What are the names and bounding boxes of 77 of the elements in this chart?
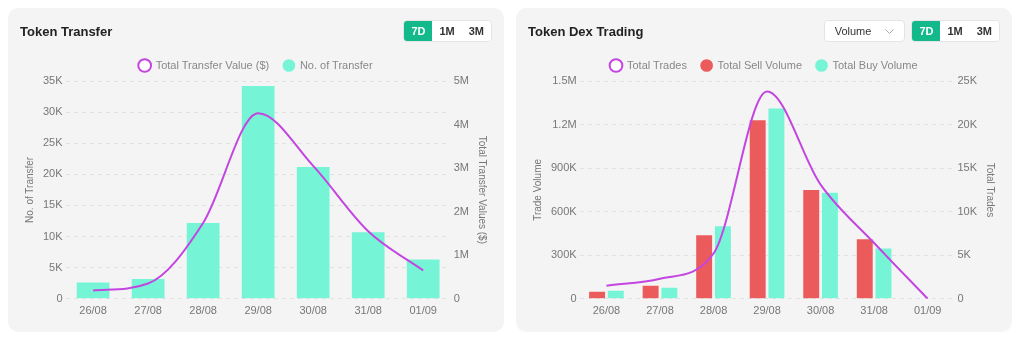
- y-tick-label: 35K: [42, 74, 64, 87]
- bar: [351, 232, 385, 299]
- bar: [803, 189, 820, 299]
- text: 1M: [940, 21, 970, 41]
- y-tick-label: 1.5M: [552, 74, 577, 87]
- text: 1M: [432, 21, 462, 41]
- bar: [749, 120, 766, 299]
- y2-tick-label: 2M: [453, 204, 469, 217]
- bar: [822, 192, 838, 299]
- x-tick-label: 01/09: [409, 304, 437, 317]
- x-tick-label: 31/08: [354, 304, 382, 317]
- x-tick-label: 28/08: [699, 304, 728, 317]
- y-axis-title: No. of Transfer: [23, 156, 35, 223]
- y2-tick-label: 10K: [957, 204, 978, 217]
- x-tick-label: 31/08: [860, 304, 888, 317]
- bar: [856, 239, 873, 299]
- x-tick-label: 01/09: [913, 304, 942, 317]
- bar: [589, 291, 606, 299]
- bar: [875, 248, 892, 299]
- y-tick-label: 300K: [550, 248, 578, 261]
- x-tick-label: 26/08: [79, 304, 107, 317]
- text: 7D: [404, 21, 433, 41]
- x-tick-label: 30/08: [299, 304, 327, 317]
- x-tick-label: 27/08: [646, 304, 674, 317]
- text: 7D: [912, 21, 941, 41]
- y2-tick-label: 5M: [453, 74, 469, 87]
- y-tick-label: 30K: [42, 105, 64, 118]
- y-tick-label: 0: [56, 291, 63, 304]
- y2-tick-label: 5K: [957, 248, 972, 261]
- chart-title: Token Transfer: [20, 23, 113, 39]
- bar: [642, 285, 659, 299]
- legend-label: Total Buy Volume: [832, 58, 918, 71]
- y2-tick-label: 4M: [453, 117, 469, 130]
- y-tick-label: 0: [570, 291, 577, 304]
- y-tick-label: 20K: [42, 167, 64, 180]
- y2-axis-title: Total Transfer Values ($): [477, 135, 489, 244]
- line-series: [92, 112, 425, 292]
- bar: [661, 287, 678, 299]
- y2-tick-label: 1M: [453, 248, 469, 261]
- text: Volume: [834, 25, 872, 37]
- x-tick-label: 28/08: [189, 304, 217, 317]
- legend-label: Total Sell Volume: [717, 58, 803, 71]
- legend-label: Total Transfer Value ($): [155, 58, 270, 71]
- y-tick-label: 900K: [550, 161, 578, 174]
- y2-axis-title: Total Trades: [985, 162, 997, 218]
- y2-tick-label: 3M: [453, 161, 469, 174]
- text: 3M: [461, 21, 491, 41]
- y2-tick-label: 15K: [957, 161, 978, 174]
- chart-title: Token Dex Trading: [528, 23, 644, 39]
- y-tick-label: 15K: [42, 198, 64, 211]
- x-tick-label: 29/08: [753, 304, 781, 317]
- y2-tick-label: 0: [957, 291, 964, 304]
- x-tick-label: 26/08: [592, 304, 621, 317]
- x-tick-label: 29/08: [244, 304, 272, 317]
- bar: [607, 290, 624, 299]
- y2-tick-label: 20K: [957, 117, 978, 130]
- y2-tick-label: 25K: [957, 74, 978, 87]
- y-axis-title: Trade Volume: [531, 158, 543, 221]
- bar: [296, 166, 330, 299]
- bar: [714, 226, 731, 299]
- bar: [241, 85, 275, 299]
- y2-tick-label: 0: [453, 291, 460, 304]
- line-series: [605, 90, 929, 299]
- bar: [186, 222, 220, 299]
- bar: [696, 235, 713, 299]
- y-tick-label: 1.2M: [552, 117, 577, 130]
- x-tick-label: 27/08: [134, 304, 162, 317]
- legend-label: Total Trades: [627, 58, 688, 71]
- x-tick-label: 30/08: [806, 304, 835, 317]
- bar: [406, 259, 440, 299]
- bar: [768, 108, 785, 299]
- y-tick-label: 5K: [49, 260, 64, 273]
- text: 3M: [969, 21, 999, 41]
- y-tick-label: 600K: [550, 204, 578, 217]
- y-tick-label: 25K: [42, 136, 64, 149]
- y-tick-label: 10K: [42, 229, 64, 242]
- legend-label: No. of Transfer: [299, 58, 373, 71]
